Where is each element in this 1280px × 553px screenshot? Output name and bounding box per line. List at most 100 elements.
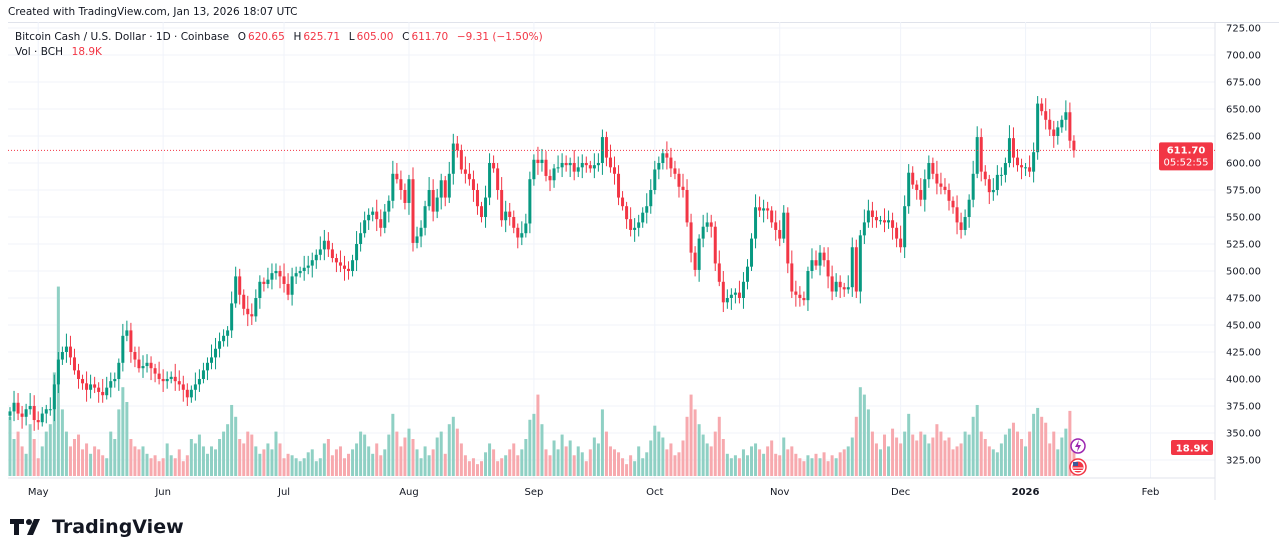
candle xyxy=(705,212,709,233)
candle-body xyxy=(858,235,862,292)
candle xyxy=(298,266,302,278)
candle-body xyxy=(85,383,89,390)
brand-name: TradingView xyxy=(52,516,184,538)
candle xyxy=(874,210,878,228)
volume-bar xyxy=(355,443,359,476)
candle-body xyxy=(713,226,717,264)
candle-body xyxy=(1052,129,1056,136)
candle xyxy=(173,363,177,391)
volume-bar xyxy=(911,434,915,476)
candle xyxy=(338,250,342,273)
volume-bar xyxy=(451,416,455,476)
candle xyxy=(975,126,979,179)
volume-bar xyxy=(262,449,266,476)
candle-body xyxy=(342,265,346,269)
volume-bar xyxy=(415,449,419,476)
lightning-event-icon[interactable] xyxy=(1070,438,1086,454)
low-label: L xyxy=(348,31,355,43)
tradingview-logo[interactable]: TradingView xyxy=(10,516,184,538)
candle xyxy=(741,272,745,309)
candle-body xyxy=(508,211,512,217)
candle-body xyxy=(633,227,637,230)
volume-bar xyxy=(68,446,72,476)
candle-body xyxy=(842,287,846,290)
candle xyxy=(1052,120,1056,148)
volume-bar xyxy=(8,416,12,476)
volume-bar xyxy=(766,446,770,476)
candle xyxy=(234,266,238,308)
candle xyxy=(907,164,911,214)
candle-body xyxy=(693,252,697,270)
candle-body xyxy=(951,200,955,208)
candle-body xyxy=(246,308,250,315)
candle-body xyxy=(552,168,556,181)
candle xyxy=(463,156,467,184)
candle xyxy=(1040,98,1044,116)
candle xyxy=(931,157,935,180)
candle-body xyxy=(745,266,749,282)
candle-body xyxy=(645,206,649,213)
candle-body xyxy=(689,222,693,253)
volume-bar xyxy=(391,413,395,476)
candle xyxy=(826,247,830,289)
volume-bar xyxy=(113,439,117,476)
candle-body xyxy=(782,212,786,239)
candle-body xyxy=(959,222,963,230)
candle xyxy=(709,214,713,238)
candle-body xyxy=(995,174,999,190)
volume-bar xyxy=(258,453,262,476)
candle xyxy=(117,358,121,391)
candle-body xyxy=(379,219,383,228)
candle-body xyxy=(798,294,802,298)
volume-bar xyxy=(197,434,201,476)
candle xyxy=(729,288,733,310)
candle-body xyxy=(270,273,274,280)
candle-body xyxy=(500,190,504,221)
candle xyxy=(359,222,363,252)
candle-body xyxy=(613,167,616,174)
us-flag-event-icon[interactable] xyxy=(1069,458,1087,476)
candle-body xyxy=(516,227,520,238)
high-value: 625.71 xyxy=(303,31,341,43)
candle xyxy=(508,202,512,226)
candle-body xyxy=(447,173,451,198)
volume-bar xyxy=(580,452,584,476)
candle xyxy=(802,291,806,306)
volume-bar xyxy=(798,458,802,476)
candle-body xyxy=(564,163,568,166)
candle-body xyxy=(8,411,12,416)
candle-body xyxy=(681,186,685,190)
time-tick-label: Dec xyxy=(891,487,910,498)
price-tick-label: 675.00 xyxy=(1226,78,1261,89)
candle-body xyxy=(205,362,209,371)
volume-bar xyxy=(145,453,149,476)
volume-label[interactable]: Vol · BCH xyxy=(15,46,63,58)
candle xyxy=(943,178,947,195)
volume-bar xyxy=(201,446,205,476)
symbol-title[interactable]: Bitcoin Cash / U.S. Dollar · 1D · Coinba… xyxy=(15,31,230,43)
candle xyxy=(109,372,113,398)
candle-body xyxy=(44,409,48,414)
grid xyxy=(8,22,1216,500)
volume-bar xyxy=(395,431,399,476)
open-value: 620.65 xyxy=(248,31,285,43)
candle xyxy=(258,275,262,309)
candle-body xyxy=(584,163,588,166)
candle-body xyxy=(351,260,355,271)
candle xyxy=(266,267,270,289)
candle-body xyxy=(887,220,891,223)
candle xyxy=(750,233,754,271)
volume-bar xyxy=(572,455,576,476)
volume-bar xyxy=(1036,407,1040,476)
candle xyxy=(189,385,193,403)
volume-bar xyxy=(923,434,927,476)
candle-body xyxy=(367,214,371,221)
candle xyxy=(927,155,931,188)
candle xyxy=(939,172,943,195)
candle-body xyxy=(185,389,189,398)
volume-bar xyxy=(564,446,568,476)
volume-bar xyxy=(214,449,218,476)
time-tick-label: Aug xyxy=(399,487,419,498)
volume-bar xyxy=(149,458,153,476)
